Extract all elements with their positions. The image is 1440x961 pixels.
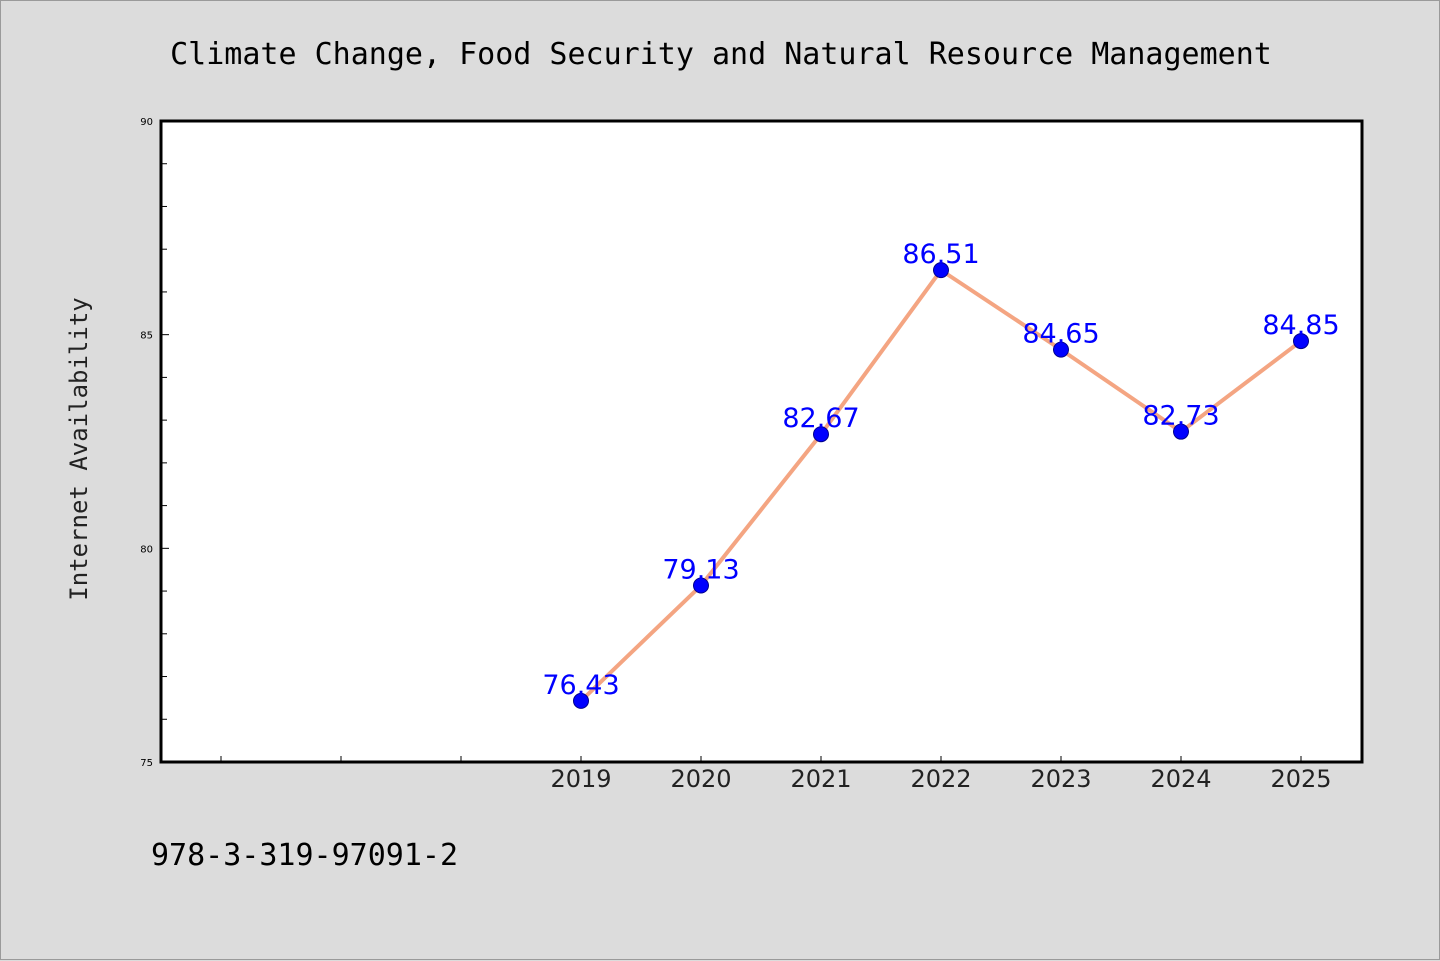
data-label: 82.73 (1142, 401, 1219, 432)
axes: 75 80 85 90 2019 2020 2021 2022 2023 2024 2025 (140, 117, 1331, 793)
data-point (933, 262, 949, 279)
data-point (693, 577, 709, 594)
y-tick-label: 75 (140, 758, 153, 769)
data-label: 79.13 (662, 555, 739, 586)
data-point (1053, 341, 1069, 358)
y-axis-label: Internet Availability (65, 297, 93, 600)
x-tick-label: 2019 (550, 765, 611, 793)
data-point (573, 692, 589, 709)
data-label: 84.85 (1262, 310, 1339, 341)
chart-title: Climate Change, Food Security and Natura… (170, 37, 1272, 72)
data-point (1293, 333, 1309, 350)
isbn-label: 978-3-319-97091-2 (151, 838, 458, 873)
data-label: 86.51 (902, 239, 979, 270)
x-tick-label: 2024 (1150, 765, 1211, 793)
data-label: 82.67 (782, 403, 859, 434)
data-point (813, 426, 829, 443)
data-label: 84.65 (1022, 319, 1099, 350)
y-tick-label: 80 (140, 544, 153, 555)
x-tick-label: 2025 (1270, 765, 1331, 793)
y-tick-label: 90 (140, 117, 153, 128)
data-label: 76.43 (542, 670, 619, 701)
x-tick-label: 2022 (910, 765, 971, 793)
data-labels: 76.43 79.13 82.67 86.51 84.65 82.73 84.85 (542, 239, 1339, 701)
x-tick-label: 2023 (1030, 765, 1091, 793)
plot-area (159, 119, 1364, 764)
data-point (1173, 423, 1189, 440)
x-tick-label: 2020 (670, 765, 731, 793)
series (573, 262, 1309, 709)
x-tick-label: 2021 (790, 765, 851, 793)
y-tick-label: 85 (140, 331, 153, 342)
